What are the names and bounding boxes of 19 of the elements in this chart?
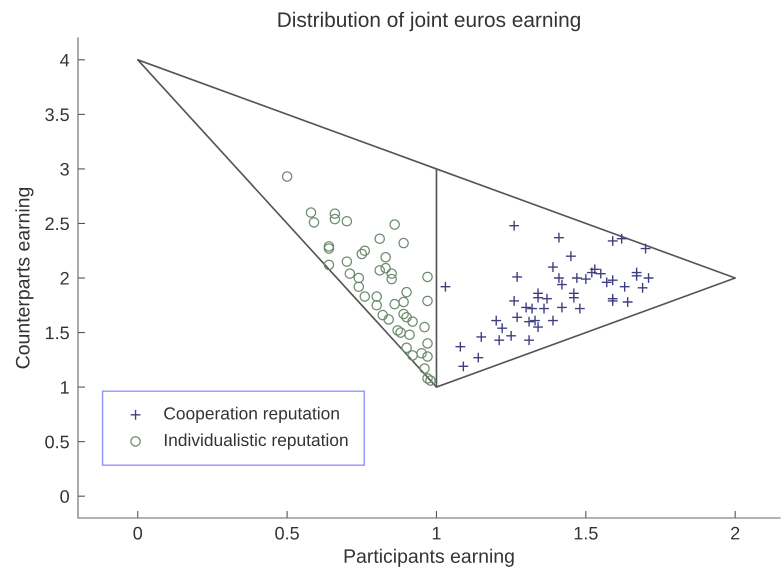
y-tick-label: 3 [60,162,69,176]
y-tick-label: 4 [60,54,70,66]
y-tick-label: 0.5 [45,436,69,448]
x-axis-title: Participants earning [344,548,514,567]
x-tick-label: 1.5 [574,526,598,540]
y-tick-label: 1 [61,381,69,394]
y-tick-label: 2.5 [45,217,69,230]
y-axis-title: Counterparts earning [15,188,34,368]
y-tick-label: 0 [60,490,69,503]
y-tick-label: 1.5 [46,326,69,340]
x-tick-label: 0.5 [275,526,299,540]
y-tick-label: 2 [60,272,69,285]
x-tick-label: 0 [133,526,142,540]
chart-title: Distribution of joint euros earning [278,12,580,32]
legend-label: Individualistic reputation [164,433,348,450]
legend-label: Cooperation reputation [164,406,339,423]
x-tick-label: 1 [432,526,441,540]
x-tick-label: 2 [731,526,740,540]
y-tick-label: 3.5 [45,108,69,122]
